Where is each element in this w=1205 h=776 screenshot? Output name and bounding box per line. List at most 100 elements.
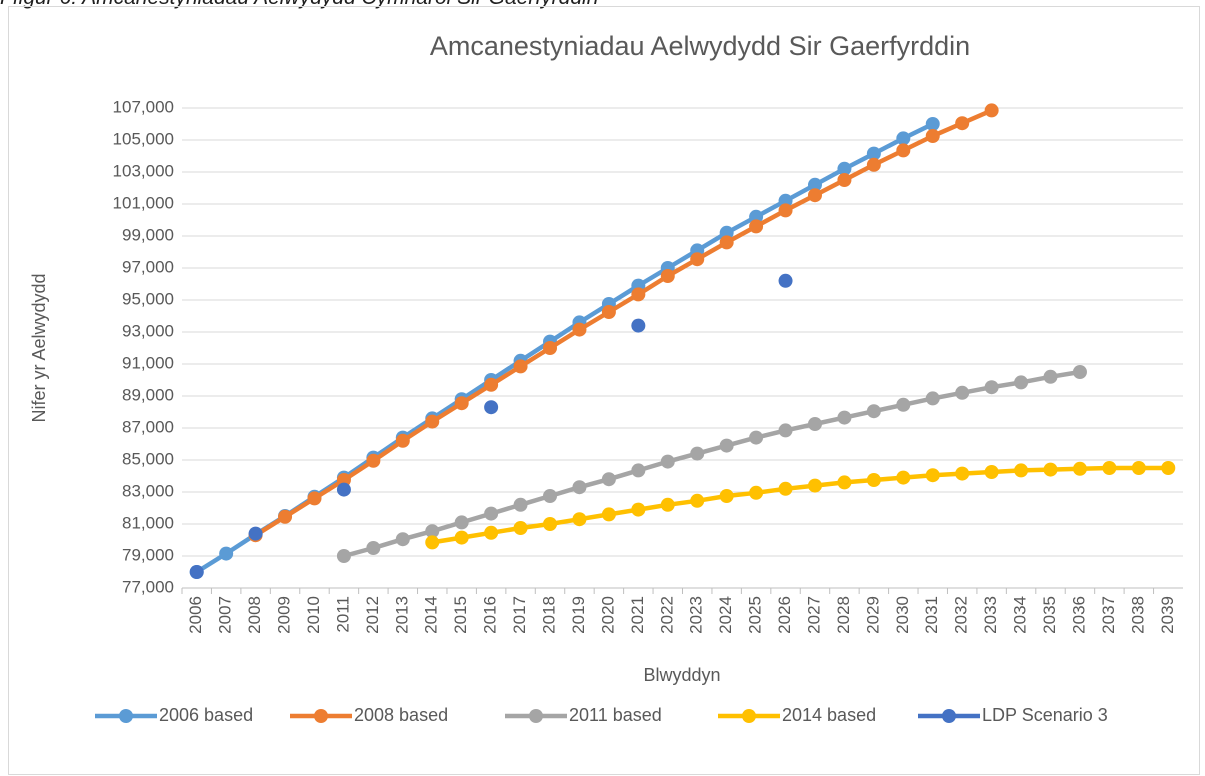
data-point xyxy=(454,396,469,411)
y-tick-label: 103,000 xyxy=(113,161,174,180)
data-point xyxy=(1072,461,1087,476)
x-axis-title: Blwyddyn xyxy=(643,665,720,685)
data-point xyxy=(601,472,616,487)
x-tick-label: 2035 xyxy=(1040,596,1059,634)
data-point xyxy=(866,473,881,487)
data-point xyxy=(837,173,852,187)
series-line xyxy=(254,108,993,538)
data-point xyxy=(660,454,675,469)
data-point xyxy=(1072,365,1087,379)
x-tick-label: 2025 xyxy=(746,596,765,634)
data-point xyxy=(749,485,764,500)
data-point xyxy=(572,512,587,527)
data-point xyxy=(749,209,764,224)
data-point xyxy=(1014,463,1029,478)
y-tick-label: 95,000 xyxy=(122,289,174,308)
x-tick-label: 2014 xyxy=(422,596,441,634)
data-point xyxy=(749,430,764,445)
legend-label: 2008 based xyxy=(354,705,448,725)
data-point xyxy=(925,391,940,406)
y-tick-label: 91,000 xyxy=(122,353,174,372)
data-point xyxy=(984,465,999,479)
data-point xyxy=(395,532,410,547)
data-point xyxy=(336,482,351,497)
series-line xyxy=(343,369,1081,559)
data-point xyxy=(1161,461,1176,475)
x-tick-label: 2026 xyxy=(775,596,794,634)
data-point xyxy=(454,530,469,545)
y-tick-label: 89,000 xyxy=(122,385,174,404)
x-tick-label: 2031 xyxy=(922,596,941,634)
x-tick-label: 2013 xyxy=(392,596,411,634)
x-tick-label: 2033 xyxy=(981,596,1000,634)
data-point xyxy=(778,423,793,438)
data-point xyxy=(925,117,940,131)
data-point xyxy=(690,252,705,267)
data-point xyxy=(896,397,911,412)
data-point xyxy=(778,193,793,208)
x-tick-label: 2021 xyxy=(628,596,647,634)
data-point xyxy=(837,410,852,425)
x-tick-label: 2006 xyxy=(186,596,205,634)
y-tick-label: 107,000 xyxy=(113,97,174,116)
x-tick-label: 2039 xyxy=(1158,596,1177,634)
data-point xyxy=(513,497,528,512)
data-point xyxy=(866,146,881,161)
data-point xyxy=(807,177,822,192)
x-tick-label: 2024 xyxy=(716,596,735,634)
y-axis-title: Nifer yr Aelwydydd xyxy=(29,273,49,422)
x-tick-label: 2030 xyxy=(893,596,912,634)
data-point xyxy=(1131,461,1146,475)
data-point xyxy=(513,521,528,535)
x-tick-label: 2010 xyxy=(304,596,323,634)
data-point xyxy=(484,506,499,521)
y-tick-label: 97,000 xyxy=(122,257,174,276)
y-tick-label: 87,000 xyxy=(122,417,174,436)
data-point xyxy=(307,491,322,506)
legend-swatch-marker xyxy=(314,709,328,723)
x-tick-label: 2019 xyxy=(569,596,588,634)
legend-swatch-marker xyxy=(529,709,543,723)
data-point xyxy=(425,414,440,429)
y-tick-label: 105,000 xyxy=(113,129,174,148)
x-tick-label: 2032 xyxy=(952,596,971,634)
data-point xyxy=(896,143,911,158)
x-tick-label: 2037 xyxy=(1099,596,1118,634)
x-tick-label: 2008 xyxy=(245,596,264,634)
data-point xyxy=(837,161,852,176)
data-point xyxy=(719,235,734,250)
data-point xyxy=(454,515,469,530)
data-point xyxy=(572,322,587,337)
data-point xyxy=(660,269,675,283)
data-point xyxy=(719,225,734,240)
data-point xyxy=(248,526,263,541)
x-tick-label: 2020 xyxy=(598,596,617,634)
data-point xyxy=(660,497,675,512)
data-point xyxy=(543,489,558,503)
data-point xyxy=(572,480,587,495)
y-tick-label: 81,000 xyxy=(122,513,174,532)
data-point xyxy=(955,385,970,400)
y-tick-label: 83,000 xyxy=(122,481,174,500)
x-tick-label: 2036 xyxy=(1069,596,1088,634)
data-point xyxy=(513,359,528,374)
legend-label: LDP Scenario 3 xyxy=(982,705,1108,725)
data-point xyxy=(690,493,705,508)
data-point xyxy=(955,466,970,481)
data-point xyxy=(484,377,499,392)
data-point xyxy=(601,507,616,522)
data-point xyxy=(366,453,381,468)
legend-swatch-marker xyxy=(742,709,756,723)
legend-swatch-marker xyxy=(942,709,956,723)
data-point xyxy=(925,129,940,143)
y-tick-label: 79,000 xyxy=(122,545,174,564)
data-point xyxy=(631,463,646,478)
x-tick-label: 2023 xyxy=(687,596,706,634)
data-point xyxy=(631,287,646,302)
data-point xyxy=(336,549,351,563)
data-point xyxy=(395,433,410,448)
x-tick-label: 2017 xyxy=(510,596,529,634)
data-point xyxy=(1043,369,1058,384)
